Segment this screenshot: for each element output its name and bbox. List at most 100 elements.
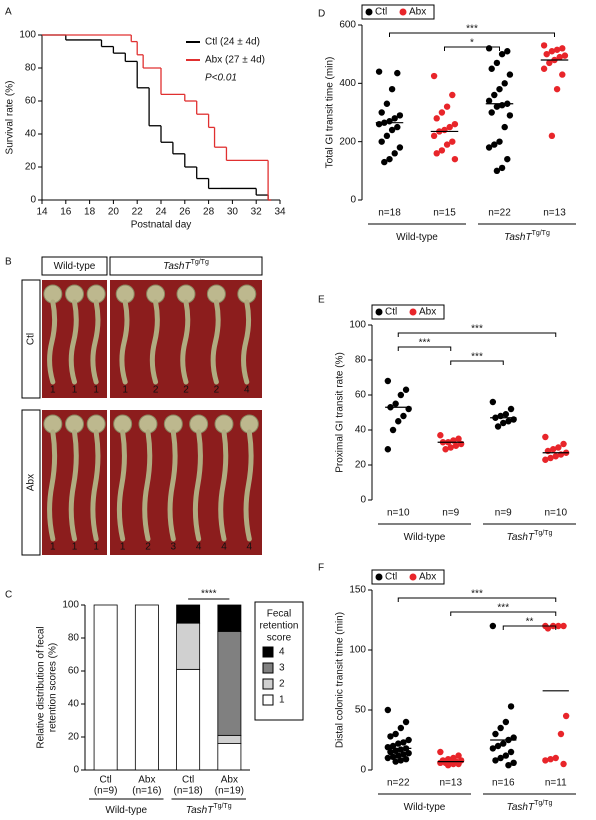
data-point xyxy=(392,730,399,738)
data-point xyxy=(489,745,497,752)
data-point xyxy=(488,109,495,116)
gut-score: 2 xyxy=(183,385,189,396)
y-tick-label: 60 xyxy=(68,666,80,677)
data-point xyxy=(560,760,567,768)
group-label-main: TashT xyxy=(186,805,214,816)
data-point xyxy=(560,622,567,630)
legend-title: retention xyxy=(260,621,299,632)
data-point xyxy=(444,762,452,769)
group-label: TashTTg/Tg xyxy=(504,230,550,243)
bar-segment xyxy=(176,668,201,771)
group-header-sup: Tg/Tg xyxy=(191,259,209,266)
data-point xyxy=(400,751,407,758)
data-point xyxy=(489,622,497,630)
gut-score: 4 xyxy=(247,542,253,553)
group-label: Wild-type xyxy=(404,802,446,813)
data-point xyxy=(507,703,515,710)
data-point xyxy=(559,45,566,52)
data-point xyxy=(395,740,402,747)
data-point xyxy=(502,411,510,418)
x-tick-label: Ctl xyxy=(100,775,112,786)
y-tick-label: 80 xyxy=(25,63,37,74)
y-tick-label: 0 xyxy=(73,765,79,776)
y-tick-label: 50 xyxy=(355,705,367,716)
data-point xyxy=(405,736,412,744)
group-label-main: TashT xyxy=(507,532,535,543)
data-point xyxy=(496,85,503,93)
gut-score: 1 xyxy=(93,385,99,396)
legend-label: Abx xyxy=(409,7,426,18)
data-point xyxy=(501,123,508,131)
y-tick-label: 20 xyxy=(68,732,80,743)
data-point xyxy=(555,444,562,451)
data-point xyxy=(540,65,548,72)
data-point xyxy=(492,730,499,738)
y-axis-label: Total GI transit time (min) xyxy=(325,57,336,169)
legend-swatch xyxy=(365,8,373,16)
y-tick-label: 0 xyxy=(350,195,356,206)
bar-segment xyxy=(176,622,201,670)
data-point xyxy=(494,423,502,430)
data-point xyxy=(438,109,446,116)
data-point xyxy=(488,65,495,72)
group-n-label: n=15 xyxy=(433,208,456,219)
y-tick-label: 20 xyxy=(25,162,37,173)
data-point xyxy=(491,91,498,99)
data-point xyxy=(449,91,456,99)
x-tick-label: 34 xyxy=(274,207,286,218)
data-point xyxy=(430,132,438,140)
gut xyxy=(68,299,79,385)
legend-swatch xyxy=(409,308,417,316)
significance-bracket xyxy=(397,346,452,351)
y-axis-label: retention scores (%) xyxy=(48,643,59,732)
gut-score: 4 xyxy=(196,542,202,553)
data-point xyxy=(437,759,444,766)
panel-letter: A xyxy=(5,7,12,18)
group-header-box xyxy=(109,256,263,276)
data-point xyxy=(507,748,515,756)
data-point xyxy=(496,138,503,145)
group-label-sup: Tg/Tg xyxy=(532,230,550,237)
data-point xyxy=(400,412,407,420)
data-point xyxy=(402,756,410,763)
y-tick-label: 80 xyxy=(68,633,80,644)
x-tick-label: (n=16) xyxy=(132,786,161,797)
data-point xyxy=(542,757,549,764)
y-tick-label: 20 xyxy=(355,460,367,471)
data-point xyxy=(455,760,462,768)
data-point xyxy=(506,112,514,119)
legend-label: 4 xyxy=(279,647,285,658)
data-point xyxy=(548,132,556,140)
y-tick-label: 40 xyxy=(68,699,80,710)
data-point xyxy=(443,141,451,148)
data-point xyxy=(430,72,438,80)
bar-segment xyxy=(217,631,242,736)
significance-bracket xyxy=(397,332,557,337)
data-point xyxy=(560,440,567,448)
data-point xyxy=(388,85,396,93)
annotation: P<0.01 xyxy=(205,73,237,84)
legend-label: Ctl xyxy=(385,572,397,583)
group-n-label: n=9 xyxy=(495,508,512,519)
data-point xyxy=(497,754,504,762)
group-label: Wild-type xyxy=(105,805,147,816)
data-point xyxy=(500,740,507,747)
gut xyxy=(218,429,229,542)
data-point xyxy=(400,739,407,746)
group-label-main: Wild-type xyxy=(404,802,446,813)
x-tick-label: (n=18) xyxy=(174,786,203,797)
x-tick-label: 32 xyxy=(251,207,263,218)
legend-label: Abx xyxy=(419,572,436,583)
data-point xyxy=(507,405,515,413)
photo xyxy=(110,410,262,555)
x-tick-label: Abx xyxy=(138,775,155,786)
data-point xyxy=(561,52,569,59)
group-header-main: TashT xyxy=(163,261,191,272)
significance-label: *** xyxy=(466,24,478,35)
data-point xyxy=(394,69,401,77)
data-point xyxy=(437,432,444,439)
gut-score: 4 xyxy=(244,385,250,396)
bar-segment xyxy=(134,604,159,771)
group-label: TashTTg/Tg xyxy=(186,803,232,816)
x-tick-label: 28 xyxy=(203,207,215,218)
